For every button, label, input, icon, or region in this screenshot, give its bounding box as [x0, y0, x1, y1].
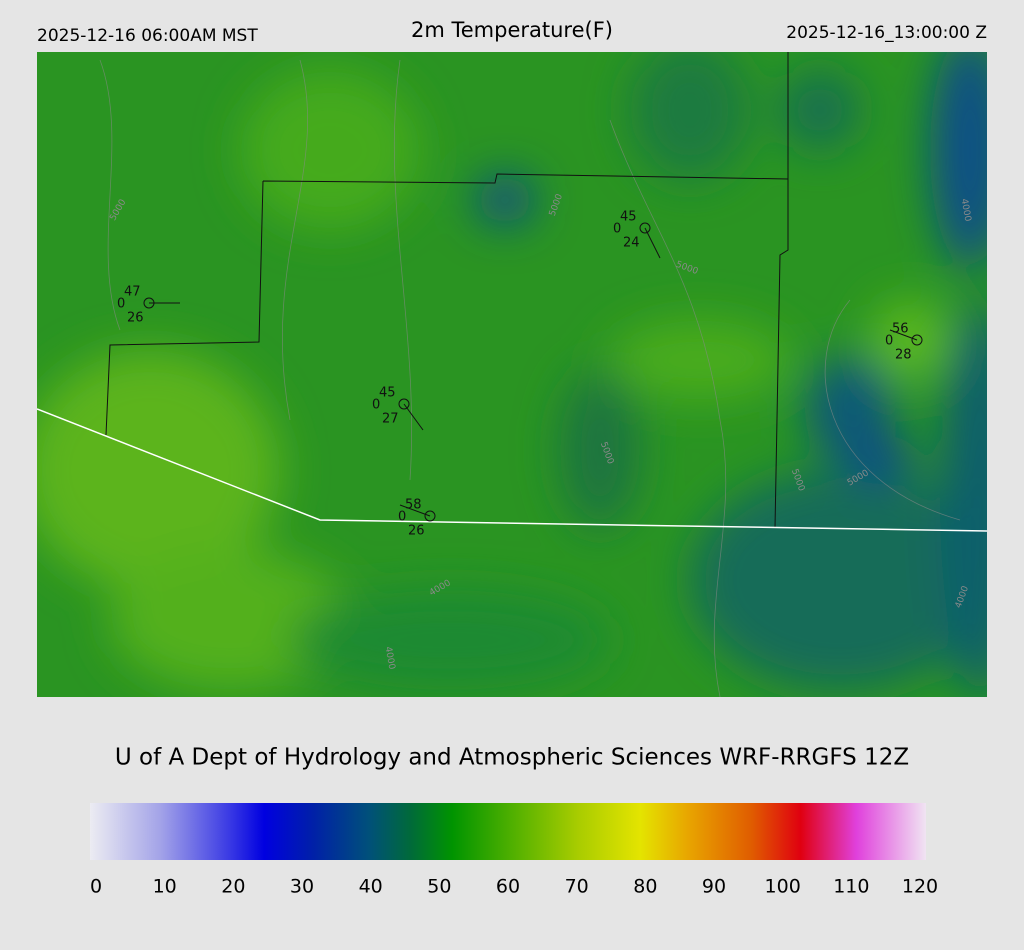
station-circle: [911, 334, 923, 346]
footer: U of A Dept of Hydrology and Atmospheric…: [115, 745, 909, 771]
station-code: 0: [885, 334, 893, 349]
colorbar-tick-label: 20: [221, 876, 245, 898]
contour-label: 4000: [959, 198, 973, 223]
valid-utc: 2025-12-16_13:00:00 Z: [786, 23, 987, 43]
station-circle: [143, 297, 155, 309]
station-code: 0: [372, 398, 380, 413]
temperature: 47: [124, 285, 141, 300]
colorbar-tick-label: 80: [633, 876, 657, 898]
colorbar-tick-label: 10: [153, 876, 177, 898]
dewpoint: 28: [895, 348, 912, 363]
station-circle: [639, 222, 651, 234]
station-code: 0: [398, 510, 406, 525]
dewpoint: 24: [623, 236, 640, 251]
dewpoint: 26: [127, 311, 144, 326]
station-code: 0: [117, 297, 125, 312]
colorbar-tick-label: 40: [359, 876, 383, 898]
colorbar-tick-label: 0: [90, 876, 102, 898]
colorbar-tick-label: 120: [902, 876, 938, 898]
station-code: 0: [613, 222, 621, 237]
temperature: 45: [379, 386, 396, 401]
colorbar-tick-label: 50: [427, 876, 451, 898]
temperature: 56: [892, 322, 909, 337]
station-circle: [398, 398, 410, 410]
temperature: 58: [405, 498, 422, 513]
colorbar-tick-label: 110: [833, 876, 869, 898]
colorbar-ticks: 0 10 20 30 40 50 60 70 80 90 100 110 120: [90, 876, 938, 898]
colorbar-tick-label: 30: [290, 876, 314, 898]
colorbar-tick-label: 70: [565, 876, 589, 898]
colorbar: [90, 803, 926, 860]
dewpoint: 26: [408, 524, 425, 539]
wind-barb: [644, 227, 661, 259]
temperature: 45: [620, 210, 637, 225]
map: [37, 52, 987, 697]
title: 2m Temperature(F): [411, 18, 613, 42]
dewpoint: 27: [382, 412, 399, 427]
colorbar-tick-label: 60: [496, 876, 520, 898]
colorbar-tick-label: 90: [702, 876, 726, 898]
colorbar-tick-label: 100: [765, 876, 801, 898]
station-circle: [424, 510, 436, 522]
contour-label: 4000: [383, 646, 397, 671]
valid-local: 2025-12-16 06:00AM MST: [37, 26, 258, 46]
